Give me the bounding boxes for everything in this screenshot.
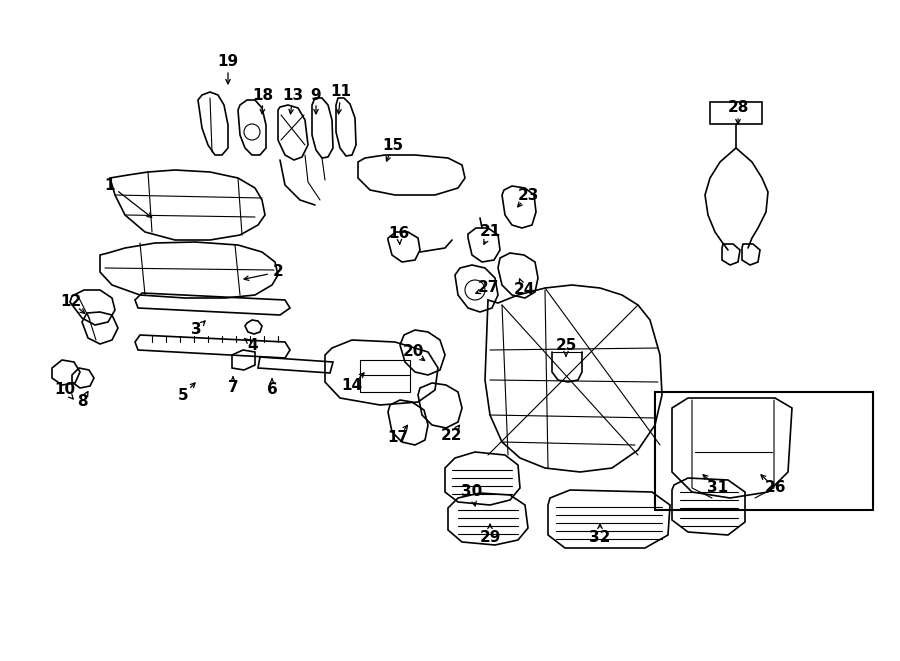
Text: 5: 5 bbox=[177, 387, 188, 403]
Text: 18: 18 bbox=[252, 87, 274, 102]
Text: 4: 4 bbox=[248, 338, 258, 352]
Text: 12: 12 bbox=[60, 295, 82, 309]
Text: 23: 23 bbox=[518, 188, 539, 202]
Text: 14: 14 bbox=[341, 377, 363, 393]
Text: 6: 6 bbox=[266, 383, 277, 397]
Text: 17: 17 bbox=[387, 430, 409, 446]
Text: 10: 10 bbox=[54, 383, 76, 397]
Text: 29: 29 bbox=[480, 531, 500, 545]
Text: 8: 8 bbox=[76, 395, 87, 410]
Text: 15: 15 bbox=[382, 137, 403, 153]
Text: 28: 28 bbox=[727, 100, 749, 116]
Bar bbox=[360, 360, 410, 392]
Text: 1: 1 bbox=[104, 178, 115, 192]
Text: 32: 32 bbox=[590, 531, 611, 545]
Text: 21: 21 bbox=[480, 225, 500, 239]
Text: 13: 13 bbox=[283, 87, 303, 102]
Text: 26: 26 bbox=[764, 481, 786, 496]
Text: 22: 22 bbox=[441, 428, 463, 442]
Text: 31: 31 bbox=[707, 481, 729, 496]
Text: 3: 3 bbox=[191, 323, 202, 338]
Text: 24: 24 bbox=[513, 282, 535, 297]
Text: 25: 25 bbox=[555, 338, 577, 352]
Text: 20: 20 bbox=[402, 344, 424, 360]
Text: 7: 7 bbox=[228, 381, 238, 395]
Text: 27: 27 bbox=[477, 280, 499, 295]
Text: 16: 16 bbox=[389, 225, 410, 241]
Text: 19: 19 bbox=[218, 54, 238, 69]
Bar bbox=[655, 392, 873, 510]
Text: 30: 30 bbox=[462, 485, 482, 500]
Text: 11: 11 bbox=[330, 85, 352, 100]
Bar bbox=[710, 102, 762, 124]
Text: 2: 2 bbox=[273, 264, 284, 280]
Text: 9: 9 bbox=[310, 87, 321, 102]
